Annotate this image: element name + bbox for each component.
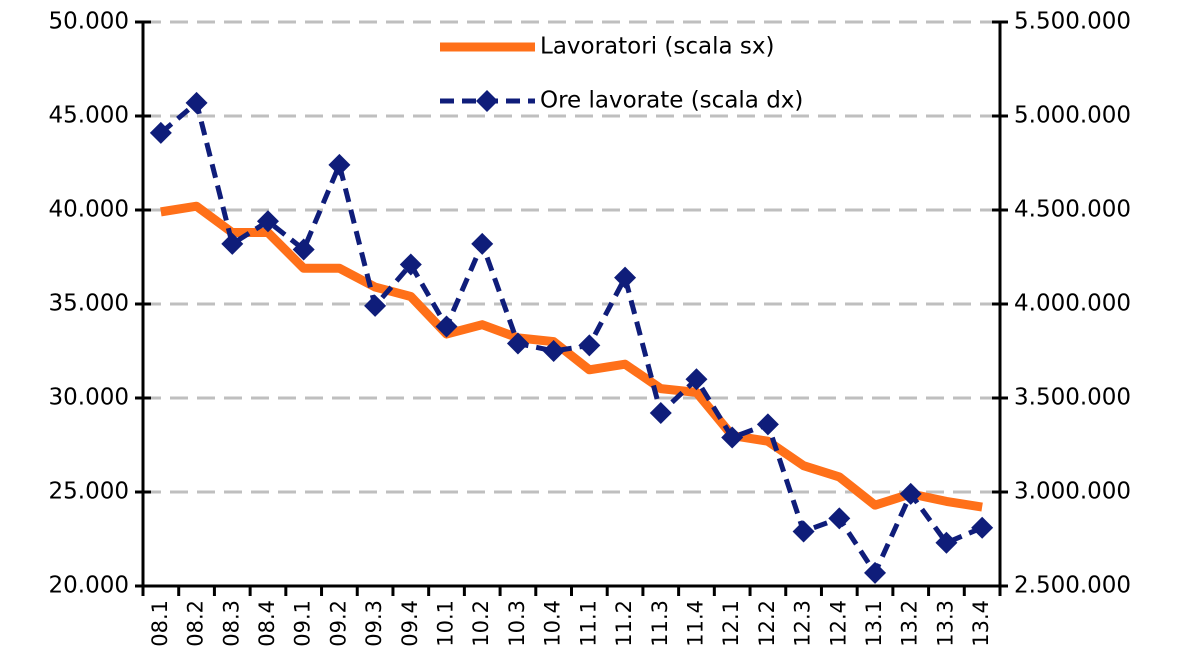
- series-marker: [578, 334, 601, 357]
- x-tick-label: 08.4: [255, 600, 279, 647]
- y2-tick-label: 5.000.000: [1014, 103, 1131, 129]
- x-tick-label: 13.2: [898, 600, 922, 647]
- series-marker: [435, 315, 458, 338]
- x-tick-label: 09.3: [362, 600, 386, 647]
- y-tick-label: 20.000: [49, 573, 129, 599]
- series-marker: [864, 561, 887, 584]
- x-tick-label: 12.4: [826, 600, 850, 647]
- x-tick-label: 08.3: [219, 600, 243, 647]
- y-tick-label: 50.000: [49, 9, 129, 35]
- x-tick-label: 11.1: [576, 600, 600, 647]
- x-tick-label: 12.3: [791, 600, 815, 647]
- y2-tick-label: 4.000.000: [1014, 291, 1131, 317]
- y2-tick-label: 3.000.000: [1014, 479, 1131, 505]
- x-tick-label: 13.4: [969, 600, 993, 647]
- y2-tick-label: 5.500.000: [1014, 9, 1131, 35]
- series-marker: [685, 368, 708, 391]
- series-marker: [614, 266, 637, 289]
- series-marker: [792, 520, 815, 543]
- series-marker: [149, 121, 172, 144]
- legend-label: Ore lavorate (scala dx): [540, 88, 803, 114]
- series-marker: [649, 402, 672, 425]
- series-line: [160, 201, 983, 512]
- series-marker: [935, 531, 958, 554]
- x-tick-label: 11.4: [683, 600, 707, 647]
- x-tick-label: 11.2: [612, 600, 636, 647]
- y2-tick-label: 3.500.000: [1014, 385, 1131, 411]
- series-marker: [971, 516, 994, 539]
- series-marker: [542, 340, 565, 362]
- x-tick-label: 13.3: [933, 600, 957, 647]
- series-marker: [828, 507, 851, 530]
- x-tick-label: 12.1: [719, 600, 743, 647]
- y2-tick-label: 2.500.000: [1014, 573, 1131, 599]
- x-tick-label: 10.3: [505, 600, 529, 647]
- series-marker: [221, 232, 244, 255]
- series-line: [159, 100, 984, 576]
- series-marker: [756, 413, 779, 436]
- series-marker: [292, 238, 315, 261]
- y-tick-label: 30.000: [49, 385, 129, 411]
- x-tick-label: 09.2: [326, 600, 350, 647]
- y-tick-label: 40.000: [49, 197, 129, 223]
- series-marker: [721, 426, 744, 449]
- series-marker: [899, 482, 922, 505]
- x-tick-label: 10.2: [469, 600, 493, 647]
- legend-marker: [476, 90, 498, 112]
- x-tick-label: 08.2: [184, 600, 208, 647]
- series-marker: [185, 91, 208, 114]
- y-tick-label: 45.000: [49, 103, 129, 129]
- y-tick-label: 25.000: [49, 479, 129, 505]
- x-tick-label: 13.1: [862, 600, 886, 647]
- y-tick-label: 35.000: [49, 291, 129, 317]
- x-tick-label: 11.3: [648, 600, 672, 647]
- series-marker: [471, 232, 494, 255]
- x-tick-label: 10.4: [541, 600, 565, 647]
- series-marker: [256, 210, 279, 233]
- y2-tick-label: 4.500.000: [1014, 197, 1131, 223]
- series-marker: [328, 153, 351, 176]
- series-marker: [399, 253, 422, 276]
- x-tick-label: 10.1: [434, 600, 458, 647]
- x-tick-label: 08.1: [148, 600, 172, 647]
- legend-label: Lavoratori (scala sx): [540, 34, 774, 60]
- x-tick-label: 09.4: [398, 600, 422, 647]
- series-marker: [364, 294, 387, 317]
- series-marker: [506, 332, 529, 355]
- x-tick-label: 12.2: [755, 600, 779, 647]
- x-tick-label: 09.1: [291, 600, 315, 647]
